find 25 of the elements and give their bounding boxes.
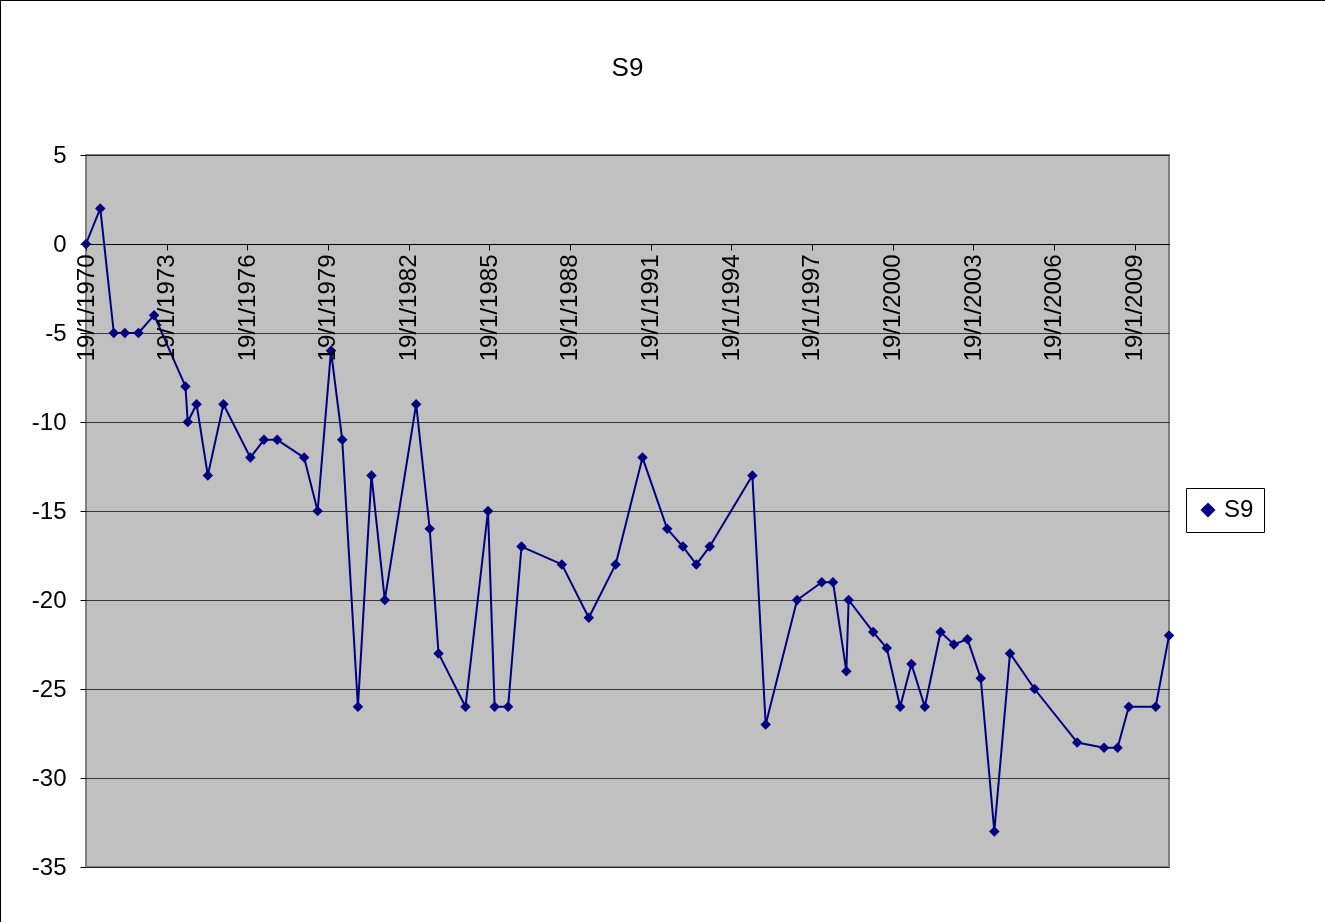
y-tick-label: 5 [53,140,67,168]
x-tick-label: 19/1/2000 [878,254,906,362]
legend-label: S9 [1224,495,1254,522]
x-tick-label: 19/1/1997 [797,254,825,362]
y-tick-label: -35 [31,852,67,880]
y-tick-label: -20 [31,585,67,613]
y-tick-label: -30 [31,763,67,791]
x-tick-label: 19/1/2006 [1039,254,1067,362]
y-tick-label: -5 [45,318,67,346]
x-tick-label: 19/1/1970 [71,254,99,362]
x-tick-label: 19/1/2009 [1120,254,1148,362]
x-tick-label: 19/1/2003 [958,254,986,362]
chart-title: S9 [611,52,644,82]
x-tick-label: 19/1/1985 [474,254,502,362]
x-tick-label: 19/1/1991 [636,254,664,362]
x-tick-label: 19/1/1979 [313,254,341,362]
x-tick-label: 19/1/1973 [152,254,180,362]
y-tick-label: -15 [31,496,67,524]
x-tick-label: 19/1/1994 [716,254,744,362]
y-tick-label: -25 [31,674,67,702]
y-tick-label: 0 [53,229,67,257]
x-tick-label: 19/1/1988 [555,254,583,362]
y-tick-label: -10 [31,407,67,435]
x-tick-label: 19/1/1976 [232,254,260,362]
x-tick-label: 19/1/1982 [394,254,422,362]
